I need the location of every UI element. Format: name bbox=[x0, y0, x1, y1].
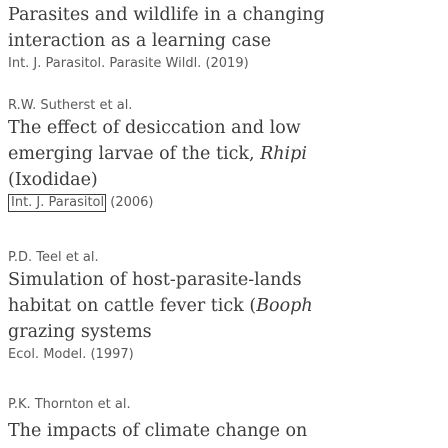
reference-title[interactable]: Parasites and wildlife in a changing int… bbox=[8, 2, 325, 54]
genus-name: Booph bbox=[256, 296, 313, 316]
journal-citation: Ecol. Model. (1997) bbox=[8, 347, 134, 362]
title-line: interaction as a learning case bbox=[8, 31, 272, 51]
reference-item[interactable]: Parasites and wildlife in a changing int… bbox=[8, 2, 325, 73]
journal-year: (2006) bbox=[110, 195, 154, 210]
reference-authors: P.K. Thornton et al. bbox=[8, 397, 131, 412]
reference-item[interactable]: R.W. Sutherst et al. The effect of desic… bbox=[8, 98, 307, 212]
reference-authors: P.D. Teel et al. bbox=[8, 250, 99, 265]
reference-title[interactable]: The effect of desiccation and low emergi… bbox=[8, 115, 307, 193]
title-line: The impacts of climate change on bbox=[8, 421, 308, 441]
journal-citation: Int. J. Parasitol. Parasite Wildl. (2019… bbox=[8, 56, 249, 71]
journal-link[interactable]: Int. J. Parasitol bbox=[8, 194, 107, 212]
reference-title[interactable]: The impacts of climate change on bbox=[8, 418, 307, 444]
title-line: grazing systems bbox=[8, 322, 152, 342]
title-line: (Ixodidae) bbox=[8, 170, 98, 190]
reference-item[interactable]: P.D. Teel et al. Simulation of host-para… bbox=[8, 250, 313, 364]
title-line: habitat on cattle fever tick (Booph bbox=[8, 296, 313, 316]
genus-name: Rhipi bbox=[260, 144, 307, 164]
title-line: Simulation of host-parasite-lands bbox=[8, 270, 302, 290]
reference-item[interactable]: P.K. Thornton et al. The impacts of clim… bbox=[8, 397, 307, 444]
title-line: emerging larvae of the tick, Rhipi bbox=[8, 144, 307, 164]
journal-citation: Int. J. Parasitol (2006) bbox=[8, 194, 307, 212]
title-line: Parasites and wildlife in a changing bbox=[8, 5, 325, 25]
reference-authors: R.W. Sutherst et al. bbox=[8, 98, 133, 113]
title-line: The effect of desiccation and low bbox=[8, 118, 301, 138]
reference-title[interactable]: Simulation of host-parasite-lands habita… bbox=[8, 267, 313, 345]
